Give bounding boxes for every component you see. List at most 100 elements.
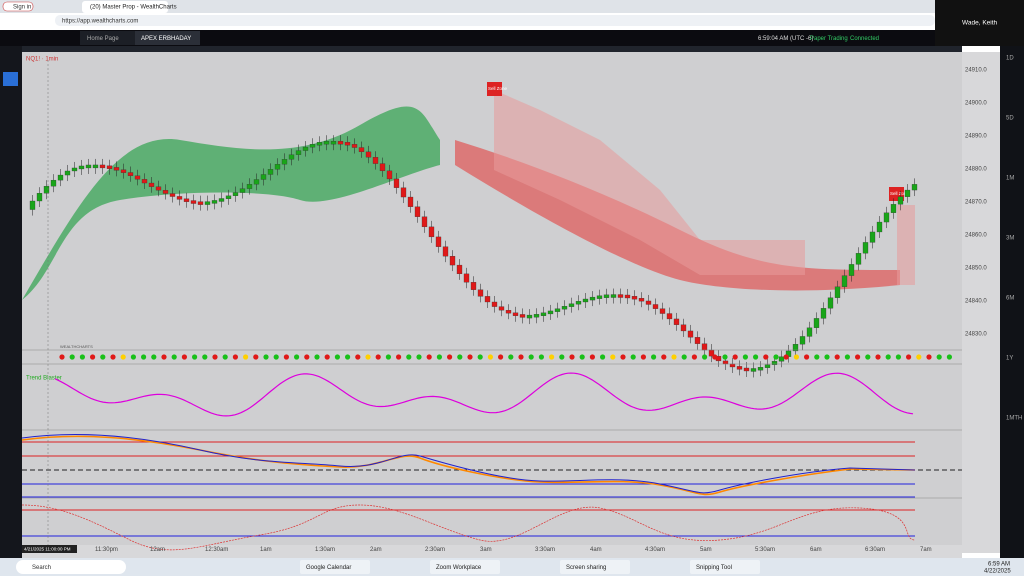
signal-dot (436, 354, 442, 360)
candle (36, 193, 43, 202)
fast-line (21, 433, 916, 494)
time-label: 1am (260, 547, 272, 553)
candle (120, 169, 127, 173)
signal-dot (365, 354, 371, 360)
candle (582, 298, 589, 303)
candle (778, 356, 785, 362)
candle (113, 167, 120, 171)
price-axis (962, 52, 1000, 553)
side-button[interactable]: 1MTH (1006, 416, 1022, 422)
taskbar-item-label: Google Calendar (306, 565, 351, 571)
taskbar-item-label: Zoom Workplace (436, 565, 482, 571)
side-button[interactable]: 1D (1006, 56, 1014, 62)
candle (848, 264, 855, 276)
candle (750, 368, 757, 372)
candle (190, 200, 197, 204)
candle (806, 327, 813, 337)
signal-dot (253, 354, 259, 360)
candle (631, 296, 638, 300)
taskbar-item[interactable] (300, 560, 370, 574)
candle (393, 178, 400, 188)
chart-tabs (22, 46, 962, 52)
signal-dot (742, 354, 749, 360)
user-name: Wade, Keith (962, 20, 998, 27)
candle (519, 314, 526, 318)
candle (897, 196, 904, 205)
sign-in-button[interactable] (2, 1, 34, 12)
candle (330, 141, 337, 145)
time-label: 2:30am (425, 547, 445, 553)
signal-dot (600, 354, 606, 360)
candle (99, 164, 106, 169)
candle (484, 296, 491, 303)
active-tab[interactable] (82, 1, 168, 13)
candle (673, 318, 680, 325)
candle (281, 159, 288, 165)
signal-dot (549, 354, 555, 360)
time-label: 12am (150, 547, 165, 553)
candle (155, 186, 162, 191)
side-button[interactable]: 1Y (1006, 356, 1013, 362)
signal-dot (110, 354, 116, 360)
candle (428, 226, 435, 238)
candle (288, 154, 295, 160)
signal-dot (100, 354, 106, 360)
app-tab[interactable] (135, 31, 200, 45)
signal-dot (151, 354, 157, 360)
signal-dot (538, 354, 545, 360)
signal-dot (457, 354, 463, 360)
candle (169, 193, 176, 197)
candle (554, 308, 561, 312)
address-bar[interactable] (55, 15, 935, 26)
watermark: WEALTHCHARTS (60, 344, 93, 349)
signal-dot (467, 354, 473, 360)
taskbar-item[interactable] (430, 560, 500, 574)
signal-dot (793, 354, 800, 360)
time-label: 5am (700, 547, 712, 553)
price-label: 24910.0 (965, 68, 987, 74)
signal-dot (314, 354, 320, 360)
side-button[interactable]: 3M (1006, 236, 1014, 242)
signal-dot (498, 354, 504, 360)
signal-dot (406, 354, 412, 360)
candle (225, 195, 232, 199)
signal-dot (732, 354, 738, 360)
candle (470, 282, 477, 290)
candle (722, 360, 729, 365)
signal-dot (447, 354, 453, 360)
signal-dot (416, 354, 422, 360)
candle (876, 221, 883, 233)
candle (456, 264, 463, 275)
signal-dot (263, 354, 269, 360)
candle (666, 313, 673, 320)
signal-dot (181, 354, 187, 360)
taskbar-item[interactable] (560, 560, 630, 574)
side-button[interactable]: 1M (1006, 176, 1014, 182)
signal-dot (202, 354, 208, 360)
signal-dot (141, 354, 147, 360)
candle (610, 294, 617, 298)
search-box[interactable] (16, 560, 126, 574)
side-button[interactable]: 6M (1006, 296, 1014, 302)
candle (141, 179, 148, 184)
candle (624, 294, 631, 299)
histogram-line (21, 504, 916, 551)
sell-zone-tag (487, 82, 502, 96)
sign-in: Sign in (13, 4, 31, 10)
tab-title: (20) Master Prop - WealthCharts (90, 5, 177, 11)
side-panel (1000, 46, 1024, 558)
signal-dot (59, 354, 65, 360)
side-button[interactable]: 5D (1006, 116, 1014, 122)
app-tab[interactable] (80, 31, 135, 45)
candle (813, 318, 820, 328)
tool-button[interactable] (3, 72, 18, 86)
signal-dot (232, 354, 238, 360)
signal-dot (171, 354, 177, 360)
candle (729, 363, 736, 368)
candle (43, 186, 50, 194)
taskbar-item[interactable] (690, 560, 760, 574)
signal-dot (753, 354, 759, 360)
signal-dot (518, 354, 524, 360)
candle (701, 343, 708, 351)
